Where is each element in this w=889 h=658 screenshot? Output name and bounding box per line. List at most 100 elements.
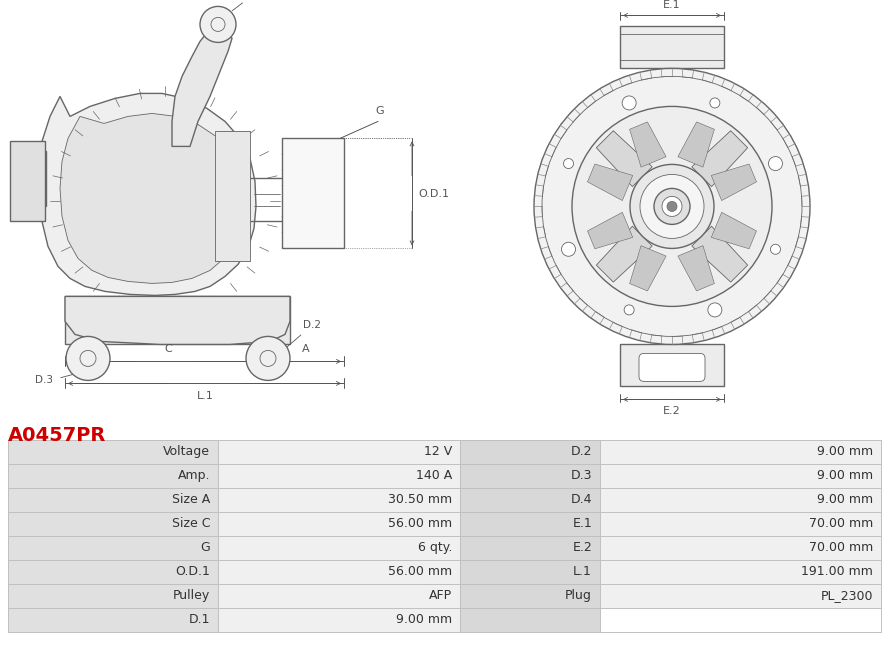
- Circle shape: [667, 201, 677, 211]
- Bar: [8, 584, 218, 608]
- Circle shape: [640, 174, 704, 238]
- Text: E.1: E.1: [573, 517, 592, 530]
- Text: 9.00 mm: 9.00 mm: [396, 613, 452, 626]
- Bar: [8, 536, 218, 560]
- Bar: [215, 132, 250, 261]
- Polygon shape: [678, 122, 715, 167]
- Polygon shape: [40, 93, 256, 295]
- Bar: [218, 536, 460, 560]
- Text: Size C: Size C: [172, 517, 210, 530]
- Bar: [218, 440, 460, 464]
- Polygon shape: [692, 131, 748, 187]
- Polygon shape: [711, 164, 757, 201]
- Text: 9.00 mm: 9.00 mm: [817, 445, 873, 459]
- Polygon shape: [60, 113, 242, 284]
- Text: A0457PR: A0457PR: [8, 426, 107, 445]
- Text: 6 qty.: 6 qty.: [418, 542, 452, 555]
- Text: D.3: D.3: [35, 376, 53, 386]
- Circle shape: [654, 188, 690, 224]
- Text: D.4: D.4: [571, 494, 592, 507]
- Text: O.D.1: O.D.1: [175, 565, 210, 578]
- Bar: [600, 512, 881, 536]
- Bar: [620, 26, 724, 68]
- Text: 56.00 mm: 56.00 mm: [388, 517, 452, 530]
- Bar: [460, 488, 600, 512]
- Circle shape: [709, 98, 720, 108]
- Text: 191.00 mm: 191.00 mm: [801, 565, 873, 578]
- Polygon shape: [588, 164, 633, 201]
- Text: 12 V: 12 V: [424, 445, 452, 459]
- Bar: [600, 440, 881, 464]
- FancyBboxPatch shape: [639, 353, 705, 382]
- Bar: [282, 138, 344, 249]
- Circle shape: [771, 244, 781, 254]
- Circle shape: [622, 96, 637, 110]
- Bar: [460, 464, 600, 488]
- Text: 140 A: 140 A: [416, 469, 452, 482]
- Circle shape: [572, 107, 772, 307]
- Circle shape: [66, 336, 110, 380]
- Bar: [600, 488, 881, 512]
- Text: Amp.: Amp.: [178, 469, 210, 482]
- Text: E.2: E.2: [573, 542, 592, 555]
- Bar: [8, 440, 218, 464]
- Bar: [218, 584, 460, 608]
- Text: 30.50 mm: 30.50 mm: [388, 494, 452, 507]
- Bar: [460, 512, 600, 536]
- Polygon shape: [588, 213, 633, 249]
- Text: 9.00 mm: 9.00 mm: [817, 494, 873, 507]
- Text: L.1: L.1: [196, 392, 213, 401]
- Circle shape: [708, 303, 722, 317]
- Polygon shape: [711, 213, 757, 249]
- Text: D.3: D.3: [571, 469, 592, 482]
- Bar: [18, 186, 40, 199]
- Polygon shape: [597, 226, 653, 282]
- Circle shape: [624, 305, 634, 315]
- Polygon shape: [65, 296, 290, 344]
- Text: D.2: D.2: [285, 320, 321, 349]
- Bar: [8, 488, 218, 512]
- Circle shape: [662, 197, 682, 216]
- Bar: [10, 141, 45, 221]
- Text: Voltage: Voltage: [163, 445, 210, 459]
- Polygon shape: [678, 245, 715, 291]
- Bar: [460, 584, 600, 608]
- Text: Pulley: Pulley: [172, 590, 210, 603]
- Bar: [218, 488, 460, 512]
- Bar: [620, 344, 724, 386]
- Text: G: G: [376, 107, 384, 116]
- Text: 9.00 mm: 9.00 mm: [817, 469, 873, 482]
- Circle shape: [246, 336, 290, 380]
- Text: E.1: E.1: [663, 1, 681, 11]
- Circle shape: [562, 242, 575, 256]
- Bar: [218, 512, 460, 536]
- Circle shape: [564, 159, 573, 168]
- Bar: [460, 608, 600, 632]
- Text: Size A: Size A: [172, 494, 210, 507]
- Circle shape: [534, 68, 810, 344]
- Text: G: G: [200, 542, 210, 555]
- Bar: [8, 560, 218, 584]
- Polygon shape: [629, 122, 666, 167]
- Text: D.1: D.1: [188, 613, 210, 626]
- Bar: [18, 163, 40, 174]
- Text: D.2: D.2: [571, 445, 592, 459]
- Circle shape: [630, 164, 714, 249]
- Text: O.D.1: O.D.1: [418, 190, 449, 199]
- Bar: [600, 584, 881, 608]
- Bar: [8, 512, 218, 536]
- Bar: [460, 440, 600, 464]
- Bar: [218, 464, 460, 488]
- Bar: [600, 464, 881, 488]
- Text: 56.00 mm: 56.00 mm: [388, 565, 452, 578]
- Polygon shape: [692, 226, 748, 282]
- Bar: [460, 536, 600, 560]
- Text: 70.00 mm: 70.00 mm: [809, 542, 873, 555]
- Text: 70.00 mm: 70.00 mm: [809, 517, 873, 530]
- Circle shape: [200, 7, 236, 42]
- Text: PL_2300: PL_2300: [821, 590, 873, 603]
- Text: C: C: [164, 344, 172, 355]
- Text: L.1: L.1: [573, 565, 592, 578]
- Circle shape: [768, 157, 782, 170]
- Text: AFP: AFP: [428, 590, 452, 603]
